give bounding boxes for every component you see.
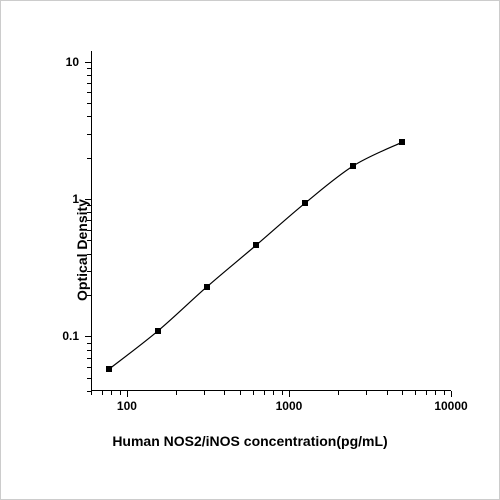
x-tick [451,391,452,397]
x-subtick [426,391,427,395]
y-subtick [87,83,91,84]
y-subtick [87,205,91,206]
chart-container: Optical Density Human NOS2/iNOS concentr… [0,0,500,500]
x-subtick [91,391,92,395]
y-subtick [87,358,91,359]
x-subtick [402,391,403,395]
x-subtick [444,391,445,395]
data-marker [106,366,112,372]
y-tick [85,199,91,200]
y-subtick [87,343,91,344]
x-tick-label: 100 [117,399,137,413]
y-subtick [87,68,91,69]
x-subtick [366,391,367,395]
plot-area: 0.1110100100010000 [91,51,451,391]
x-subtick [435,391,436,395]
curve-svg [91,51,451,391]
x-subtick [273,391,274,395]
y-subtick [87,350,91,351]
x-tick-label: 10000 [434,399,467,413]
x-axis-title: Human NOS2/iNOS concentration(pg/mL) [112,433,387,449]
x-tick-label: 1000 [276,399,303,413]
y-subtick [87,295,91,296]
y-subtick [87,116,91,117]
x-subtick [240,391,241,395]
data-marker [204,284,210,290]
x-subtick [176,391,177,395]
x-subtick [338,391,339,395]
x-subtick [415,391,416,395]
y-subtick [87,158,91,159]
y-subtick [87,254,91,255]
x-subtick [387,391,388,395]
x-tick [289,391,290,397]
x-subtick [111,391,112,395]
data-marker [399,139,405,145]
y-tick [85,62,91,63]
data-marker [155,328,161,334]
y-subtick [87,220,91,221]
y-axis-title: Optical Density [74,199,90,301]
y-subtick [87,212,91,213]
y-tick-label: 10 [66,55,79,69]
x-subtick [253,391,254,395]
y-subtick [87,230,91,231]
x-subtick [282,391,283,395]
y-subtick [87,92,91,93]
x-subtick [204,391,205,395]
y-tick [85,336,91,337]
x-subtick [264,391,265,395]
curve-path [109,142,402,369]
y-tick-label: 0.1 [62,329,79,343]
x-subtick [224,391,225,395]
y-subtick [87,134,91,135]
data-marker [302,200,308,206]
y-subtick [87,271,91,272]
y-subtick [87,103,91,104]
x-subtick [102,391,103,395]
y-subtick [87,378,91,379]
y-subtick [87,240,91,241]
y-subtick [87,75,91,76]
data-marker [350,163,356,169]
y-tick-label: 1 [72,192,79,206]
x-tick [127,391,128,397]
x-subtick [120,391,121,395]
data-marker [253,242,259,248]
y-subtick [87,367,91,368]
